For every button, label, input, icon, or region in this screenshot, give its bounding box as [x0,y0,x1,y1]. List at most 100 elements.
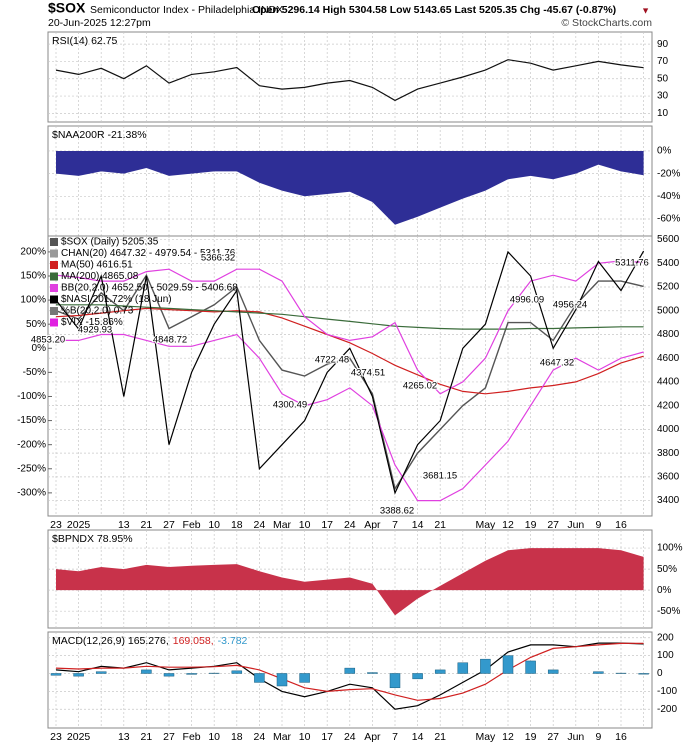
y-tick-label: 100% [657,543,683,554]
y-tick-label: 5400 [657,258,680,269]
histogram-bar [344,667,356,674]
price-annotation: 4848.72 [153,335,187,346]
x-tick-label: 24 [344,731,356,743]
x-tick-label: May [475,519,496,531]
x-tick-label: 23 [50,519,62,531]
x-tick-label: 10 [299,731,311,743]
legend-swatch [50,249,58,258]
y2-tick-label: -100% [17,391,46,402]
x-tick-label: Mar [273,519,292,531]
legend-swatch [50,295,58,304]
x-tick-label: 27 [163,519,175,531]
histogram-bar [276,673,288,687]
line [56,304,644,330]
legend-swatch [50,238,58,246]
legend-entry: %B(20,2.0) 0.73 [61,306,134,317]
y-tick-label: 200 [657,632,674,643]
y2-tick-label: 200% [20,247,46,258]
price-annotation: 4647.32 [540,358,574,369]
x-tick-label: 12 [502,519,514,531]
histogram-bar [547,669,559,674]
price-annotation: 3681.15 [423,471,457,482]
histogram-bar [412,673,423,680]
histogram-bar [389,673,401,689]
x-tick-label: 7 [392,519,398,531]
x-tick-label: 16 [615,519,627,531]
y-tick-label: -200 [657,704,677,715]
histogram-bar [73,673,84,677]
legend-entry: MACD(12,26,9) 165.276, [52,635,169,647]
histogram-bar [480,658,491,674]
price-annotation: 5366.32 [201,253,235,264]
y-tick-label: 3400 [657,495,680,506]
y-tick-label: 0% [657,146,672,157]
histogram-bar [231,670,243,674]
histogram-bar [593,671,604,674]
symbol: $SOX [48,0,86,16]
change-arrow: ▼ [641,5,650,15]
legend-swatch [50,272,58,281]
x-tick-label: 16 [615,731,627,743]
x-tick-label: 12 [502,731,514,743]
histogram-bar [186,673,197,675]
y-tick-label: 5600 [657,234,680,245]
x-tick-label: 13 [118,731,130,743]
histogram-bar [502,655,514,674]
x-tick-label: Jun [567,519,584,531]
y-tick-label: 4200 [657,400,680,411]
x-tick-label: 27 [547,519,559,531]
date: 20-Jun-2025 12:27pm [48,17,151,29]
histogram-bar [638,673,649,675]
legend-swatch [50,318,58,327]
y-tick-label: 0% [657,585,672,596]
line [55,273,644,491]
y-tick-label: 50 [657,73,669,84]
x-tick-label: Feb [183,731,201,743]
histogram-bar [163,673,175,677]
y-tick-label: 100 [657,650,674,661]
y2-tick-label: -200% [17,439,46,450]
y-tick-label: 3600 [657,471,680,482]
legend-entry: CHAN(20) 4647.32 - 4979.54 - 5311.76 [61,248,236,259]
y-tick-label: 10 [657,108,669,119]
x-tick-label: 13 [118,519,130,531]
line [55,59,644,102]
x-tick-label: 24 [254,731,266,743]
x-tick-label: 27 [163,731,175,743]
legend-entry: -3.782 [218,635,248,647]
x-tick-label: Feb [183,519,201,531]
x-tick-label: 14 [412,519,424,531]
histogram-bar [434,669,446,674]
x-tick-label: 19 [525,731,537,743]
y2-tick-label: 100% [20,295,46,306]
x-tick-label: 18 [231,519,243,531]
price-annotation: 3388.62 [380,506,414,517]
histogram-bar [525,660,536,674]
line [56,333,644,502]
x-tick-label: 21 [141,731,153,743]
line [55,307,644,395]
x-tick-label: Mar [273,731,292,743]
y-tick-label: 3800 [657,448,680,459]
histogram-bar [367,672,378,674]
line [55,642,644,701]
panel-label: $BPNDX 78.95% [52,533,133,545]
y-tick-label: -40% [657,191,680,202]
x-tick-label: 7 [392,731,398,743]
legend-entry: $VIX -15.86% [61,317,123,328]
y2-tick-label: -300% [17,488,46,499]
price-annotation: 4265.02 [403,381,437,392]
histogram-bar [141,669,152,674]
y-tick-label: 90 [657,39,669,50]
histogram-bar [95,671,107,674]
legend-swatch [50,284,58,292]
price-annotation: 4374.51 [351,368,385,379]
x-tick-label: 18 [231,731,243,743]
y-tick-label: 5200 [657,282,680,293]
y-tick-label: 0 [657,668,663,679]
legend-entry: MA(200) 4865.08 [61,271,139,282]
price-annotation: 4996.09 [510,295,544,306]
y-tick-label: 4800 [657,329,680,340]
y-tick-label: -50% [657,606,680,617]
